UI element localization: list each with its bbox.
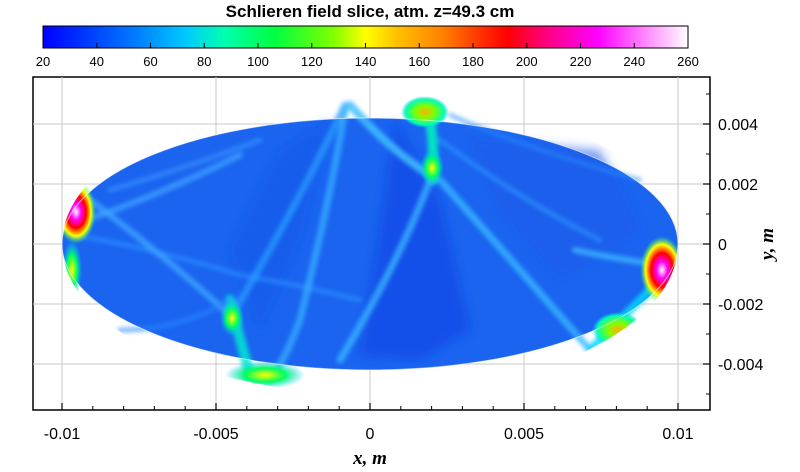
field-ellipse	[62, 96, 678, 389]
colorbar-tick-label-11: 240	[623, 54, 645, 69]
colorbar-tick-label-6: 140	[355, 54, 377, 69]
x-tick-label-1: -0.005	[193, 426, 238, 443]
colorbar: 20 40 60 80 100 120 140 160 180 200 220 240 260	[36, 25, 699, 69]
hotspot-top-center	[420, 150, 444, 186]
colorbar-tick-label-3: 80	[197, 54, 211, 69]
hotspot-top	[401, 96, 449, 128]
x-tick-label-2: 0	[366, 426, 375, 443]
y-tick-label-1: 0.002	[718, 177, 758, 194]
y-tick-label-0: 0.004	[718, 117, 758, 134]
y-axis-ticks: 0.004 0.002 0 -0.002 -0.004	[703, 93, 763, 395]
colorbar-tick-label-9: 200	[516, 54, 538, 69]
y-axis-title: y, m	[757, 228, 778, 262]
hotspot-bottom-left	[220, 300, 244, 336]
y-tick-label-4: -0.004	[718, 357, 763, 374]
x-tick-label-0: -0.01	[44, 426, 81, 443]
colorbar-tick-label-2: 60	[143, 54, 157, 69]
colorbar-tick-label-1: 40	[90, 54, 104, 69]
x-tick-label-4: 0.01	[662, 426, 693, 443]
chart-title: Schlieren field slice, atm. z=49.3 cm	[226, 2, 515, 21]
colorbar-tick-label-5: 120	[301, 54, 323, 69]
plot-area: -0.01 -0.005 0 0.005 0.01 0.004 0.002 0 -0.002 -…	[32, 76, 763, 443]
x-axis-title: x, m	[352, 448, 387, 469]
colorbar-tick-label-12: 260	[677, 54, 699, 69]
colorbar-tick-label-8: 180	[462, 54, 484, 69]
field-outline	[61, 117, 679, 371]
y-tick-label-2: 0	[718, 237, 727, 254]
colorbar-ticks: 20 40 60 80 100 120 140 160 180 200 220 240 260	[36, 43, 699, 69]
colorbar-tick-label-10: 220	[570, 54, 592, 69]
x-axis-ticks: -0.01 -0.005 0 0.005 0.01	[44, 403, 694, 443]
y-tick-label-3: -0.002	[718, 297, 763, 314]
field-low-regions	[230, 120, 640, 360]
colorbar-tick-label-0: 20	[36, 54, 50, 69]
x-tick-label-3: 0.005	[504, 426, 544, 443]
field-filaments	[67, 101, 668, 384]
colorbar-tick-label-7: 160	[408, 54, 430, 69]
colorbar-tick-label-4: 100	[247, 54, 269, 69]
